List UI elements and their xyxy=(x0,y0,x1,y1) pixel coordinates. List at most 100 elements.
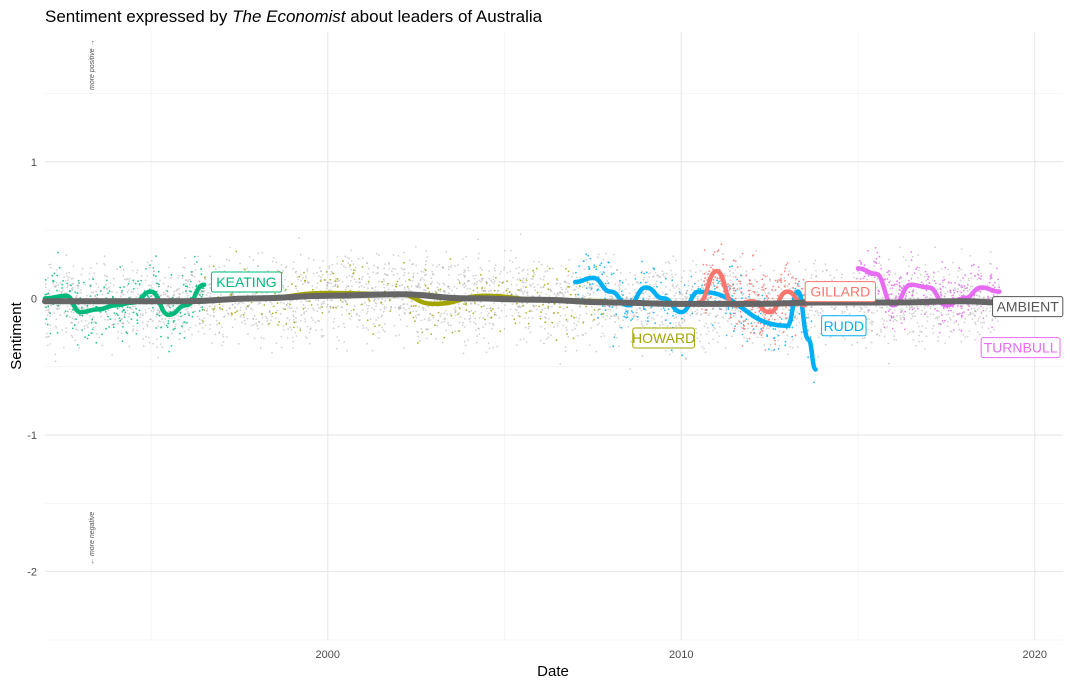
ambient-point xyxy=(242,267,245,270)
ambient-point xyxy=(738,288,741,291)
keating-point xyxy=(69,289,71,292)
howard-point xyxy=(567,270,570,273)
ambient-point xyxy=(556,325,559,327)
ambient-point xyxy=(566,320,569,323)
ambient-point xyxy=(103,264,106,266)
ambient-point xyxy=(796,346,799,348)
ambient-point xyxy=(206,313,209,315)
ambient-point xyxy=(903,317,906,319)
rudd-point xyxy=(600,262,603,265)
ambient-point xyxy=(237,303,239,305)
ambient-point xyxy=(776,279,779,282)
ambient-point xyxy=(383,267,385,270)
rudd-point xyxy=(641,260,643,263)
ambient-point xyxy=(457,274,460,276)
ambient-point xyxy=(564,291,566,294)
ambient-point xyxy=(516,344,518,346)
ambient-point xyxy=(608,317,611,320)
gillard-point xyxy=(716,277,719,280)
ambient-point xyxy=(634,289,636,291)
rudd-point xyxy=(600,313,603,316)
ambient-point xyxy=(221,333,224,336)
ambient-point xyxy=(294,331,297,334)
keating-point xyxy=(135,312,138,315)
ambient-point xyxy=(836,269,838,272)
ambient-point xyxy=(844,338,847,340)
ambient-point xyxy=(284,266,287,269)
ambient-point xyxy=(171,332,173,335)
ambient-point xyxy=(68,308,71,311)
ambient-point xyxy=(213,305,216,308)
ambient-point xyxy=(581,333,584,336)
ambient-point xyxy=(120,332,123,335)
ambient-point xyxy=(889,280,892,283)
ambient-point xyxy=(947,320,949,323)
ambient-point xyxy=(518,266,521,269)
ambient-point xyxy=(892,315,895,318)
ambient-point xyxy=(166,295,169,298)
ambient-point xyxy=(54,325,57,328)
ambient-point xyxy=(404,308,407,311)
rudd-point xyxy=(593,266,596,269)
ambient-point xyxy=(482,305,485,308)
ambient-point xyxy=(96,262,98,265)
ambient-point xyxy=(77,284,80,287)
turnbull-point xyxy=(913,272,916,274)
ambient-point xyxy=(736,307,738,310)
ambient-point xyxy=(179,293,181,295)
turnbull-point xyxy=(993,286,996,288)
ambient-point xyxy=(54,286,56,289)
ambient-point xyxy=(872,321,875,323)
ambient-point xyxy=(388,263,390,265)
ambient-point xyxy=(158,320,161,322)
gillard-point xyxy=(749,279,751,282)
ambient-point xyxy=(350,315,353,318)
howard-point xyxy=(564,267,567,270)
ambient-point xyxy=(559,314,562,317)
ambient-point xyxy=(522,268,525,271)
ambient-point xyxy=(575,276,578,279)
howard-point xyxy=(319,280,322,282)
ambient-point xyxy=(989,306,992,309)
ambient-point xyxy=(831,279,833,282)
ambient-point xyxy=(72,265,75,267)
ambient-point xyxy=(354,269,357,272)
ambient-point xyxy=(574,289,576,291)
ambient-point xyxy=(957,270,960,272)
ambient-point xyxy=(644,320,647,322)
rudd-point xyxy=(750,322,753,325)
ambient-point xyxy=(65,254,68,256)
ambient-point xyxy=(714,327,716,330)
ambient-point xyxy=(368,276,371,278)
ambient-point xyxy=(155,315,158,318)
ambient-point xyxy=(419,278,422,281)
ambient-point xyxy=(469,320,471,323)
rudd-point xyxy=(681,354,684,357)
ambient-point xyxy=(211,342,213,344)
turnbull-point xyxy=(980,305,982,308)
ambient-point xyxy=(447,324,450,326)
ambient-point xyxy=(909,306,912,309)
ambient-point xyxy=(940,268,943,270)
ambient-point xyxy=(336,262,339,265)
ambient-point xyxy=(423,318,426,321)
ambient-point xyxy=(446,313,449,316)
ambient-point xyxy=(475,329,477,332)
gillard-point xyxy=(734,312,736,315)
ambient-point xyxy=(666,293,669,296)
ambient-point xyxy=(721,253,724,255)
ambient-point xyxy=(798,321,801,324)
keating-point xyxy=(137,280,139,283)
ambient-point xyxy=(786,285,789,288)
ambient-point xyxy=(75,296,78,299)
ambient-point xyxy=(367,267,370,270)
ambient-point xyxy=(107,309,110,312)
ambient-point xyxy=(538,294,541,297)
ambient-point xyxy=(252,323,255,326)
howard-point xyxy=(427,287,430,290)
ambient-point xyxy=(937,322,940,325)
turnbull-point xyxy=(998,286,1001,289)
ambient-point xyxy=(945,313,948,316)
howard-point xyxy=(298,275,301,278)
ambient-point xyxy=(974,339,976,341)
